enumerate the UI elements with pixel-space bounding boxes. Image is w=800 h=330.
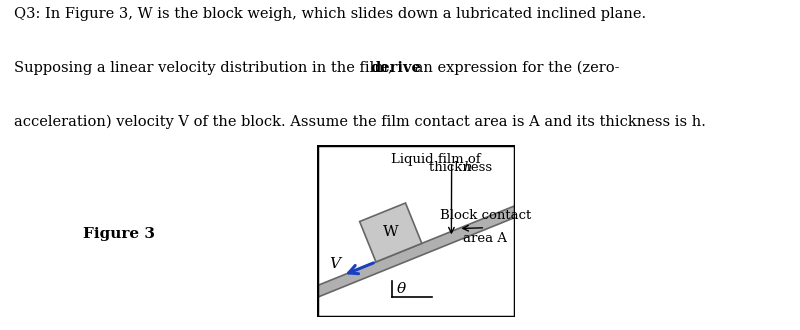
Polygon shape <box>360 203 422 262</box>
Text: an expression for the (zero-: an expression for the (zero- <box>410 61 620 75</box>
Text: Q3: In Figure 3, W is the block weigh, which slides down a lubricated inclined p: Q3: In Figure 3, W is the block weigh, w… <box>14 7 646 21</box>
Text: Figure 3: Figure 3 <box>83 227 155 242</box>
Text: θ: θ <box>397 282 406 296</box>
Text: W: W <box>383 225 398 240</box>
Text: thickness: thickness <box>429 161 496 175</box>
Text: Block contact: Block contact <box>440 209 531 222</box>
Text: area A: area A <box>463 232 507 245</box>
Polygon shape <box>312 199 536 298</box>
Text: Supposing a linear velocity distribution in the film, derive: Supposing a linear velocity distribution… <box>14 61 492 75</box>
Text: V: V <box>329 257 340 271</box>
Text: h: h <box>463 161 472 175</box>
Text: Liquid film of: Liquid film of <box>391 152 481 166</box>
Text: acceleration) velocity V of the block. Assume the film contact area is A and its: acceleration) velocity V of the block. A… <box>14 115 706 129</box>
Text: Supposing a linear velocity distribution in the film,: Supposing a linear velocity distribution… <box>14 61 398 75</box>
Text: derive: derive <box>371 61 422 75</box>
